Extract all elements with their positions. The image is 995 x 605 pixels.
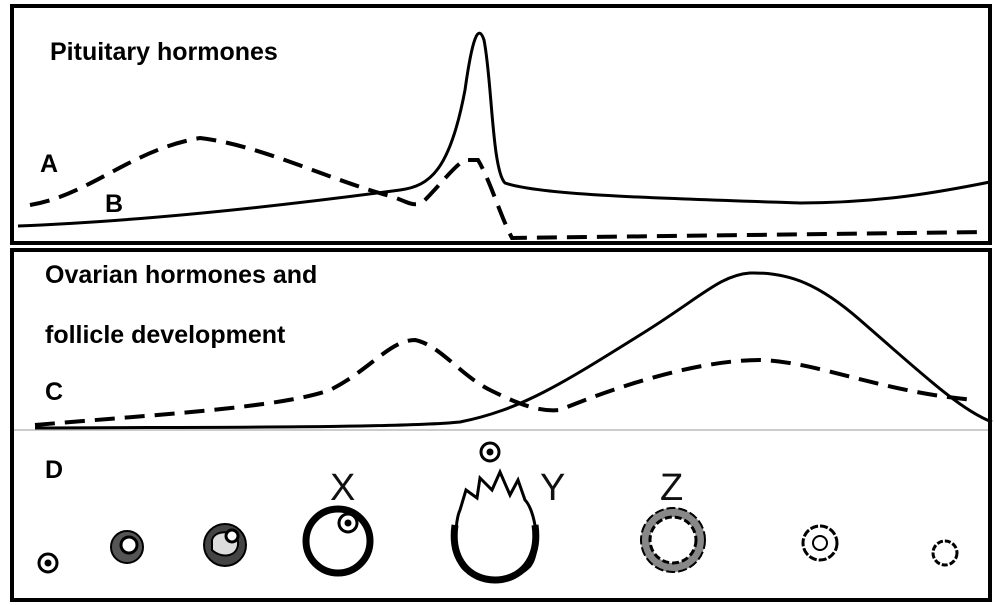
nucleus: [345, 520, 351, 526]
stage-label: X: [330, 467, 355, 509]
row-label: D: [45, 456, 63, 484]
stage-label: Y: [540, 467, 565, 509]
oocyte: [45, 560, 51, 566]
curve-label: A: [40, 150, 58, 178]
corpus-luteum-core: [650, 517, 696, 563]
oocyte: [226, 530, 238, 542]
curve-label: C: [45, 378, 63, 406]
stage-label: Z: [660, 467, 683, 509]
diagram: Pituitary hormones A B Ovarian hormones …: [0, 0, 995, 605]
panel-title: follicle development: [45, 321, 286, 349]
panel-title: Pituitary hormones: [50, 38, 278, 66]
panel-title: Ovarian hormones and: [45, 261, 317, 289]
curve-label: B: [105, 190, 123, 218]
nucleus: [487, 449, 493, 455]
oocyte: [121, 537, 137, 553]
